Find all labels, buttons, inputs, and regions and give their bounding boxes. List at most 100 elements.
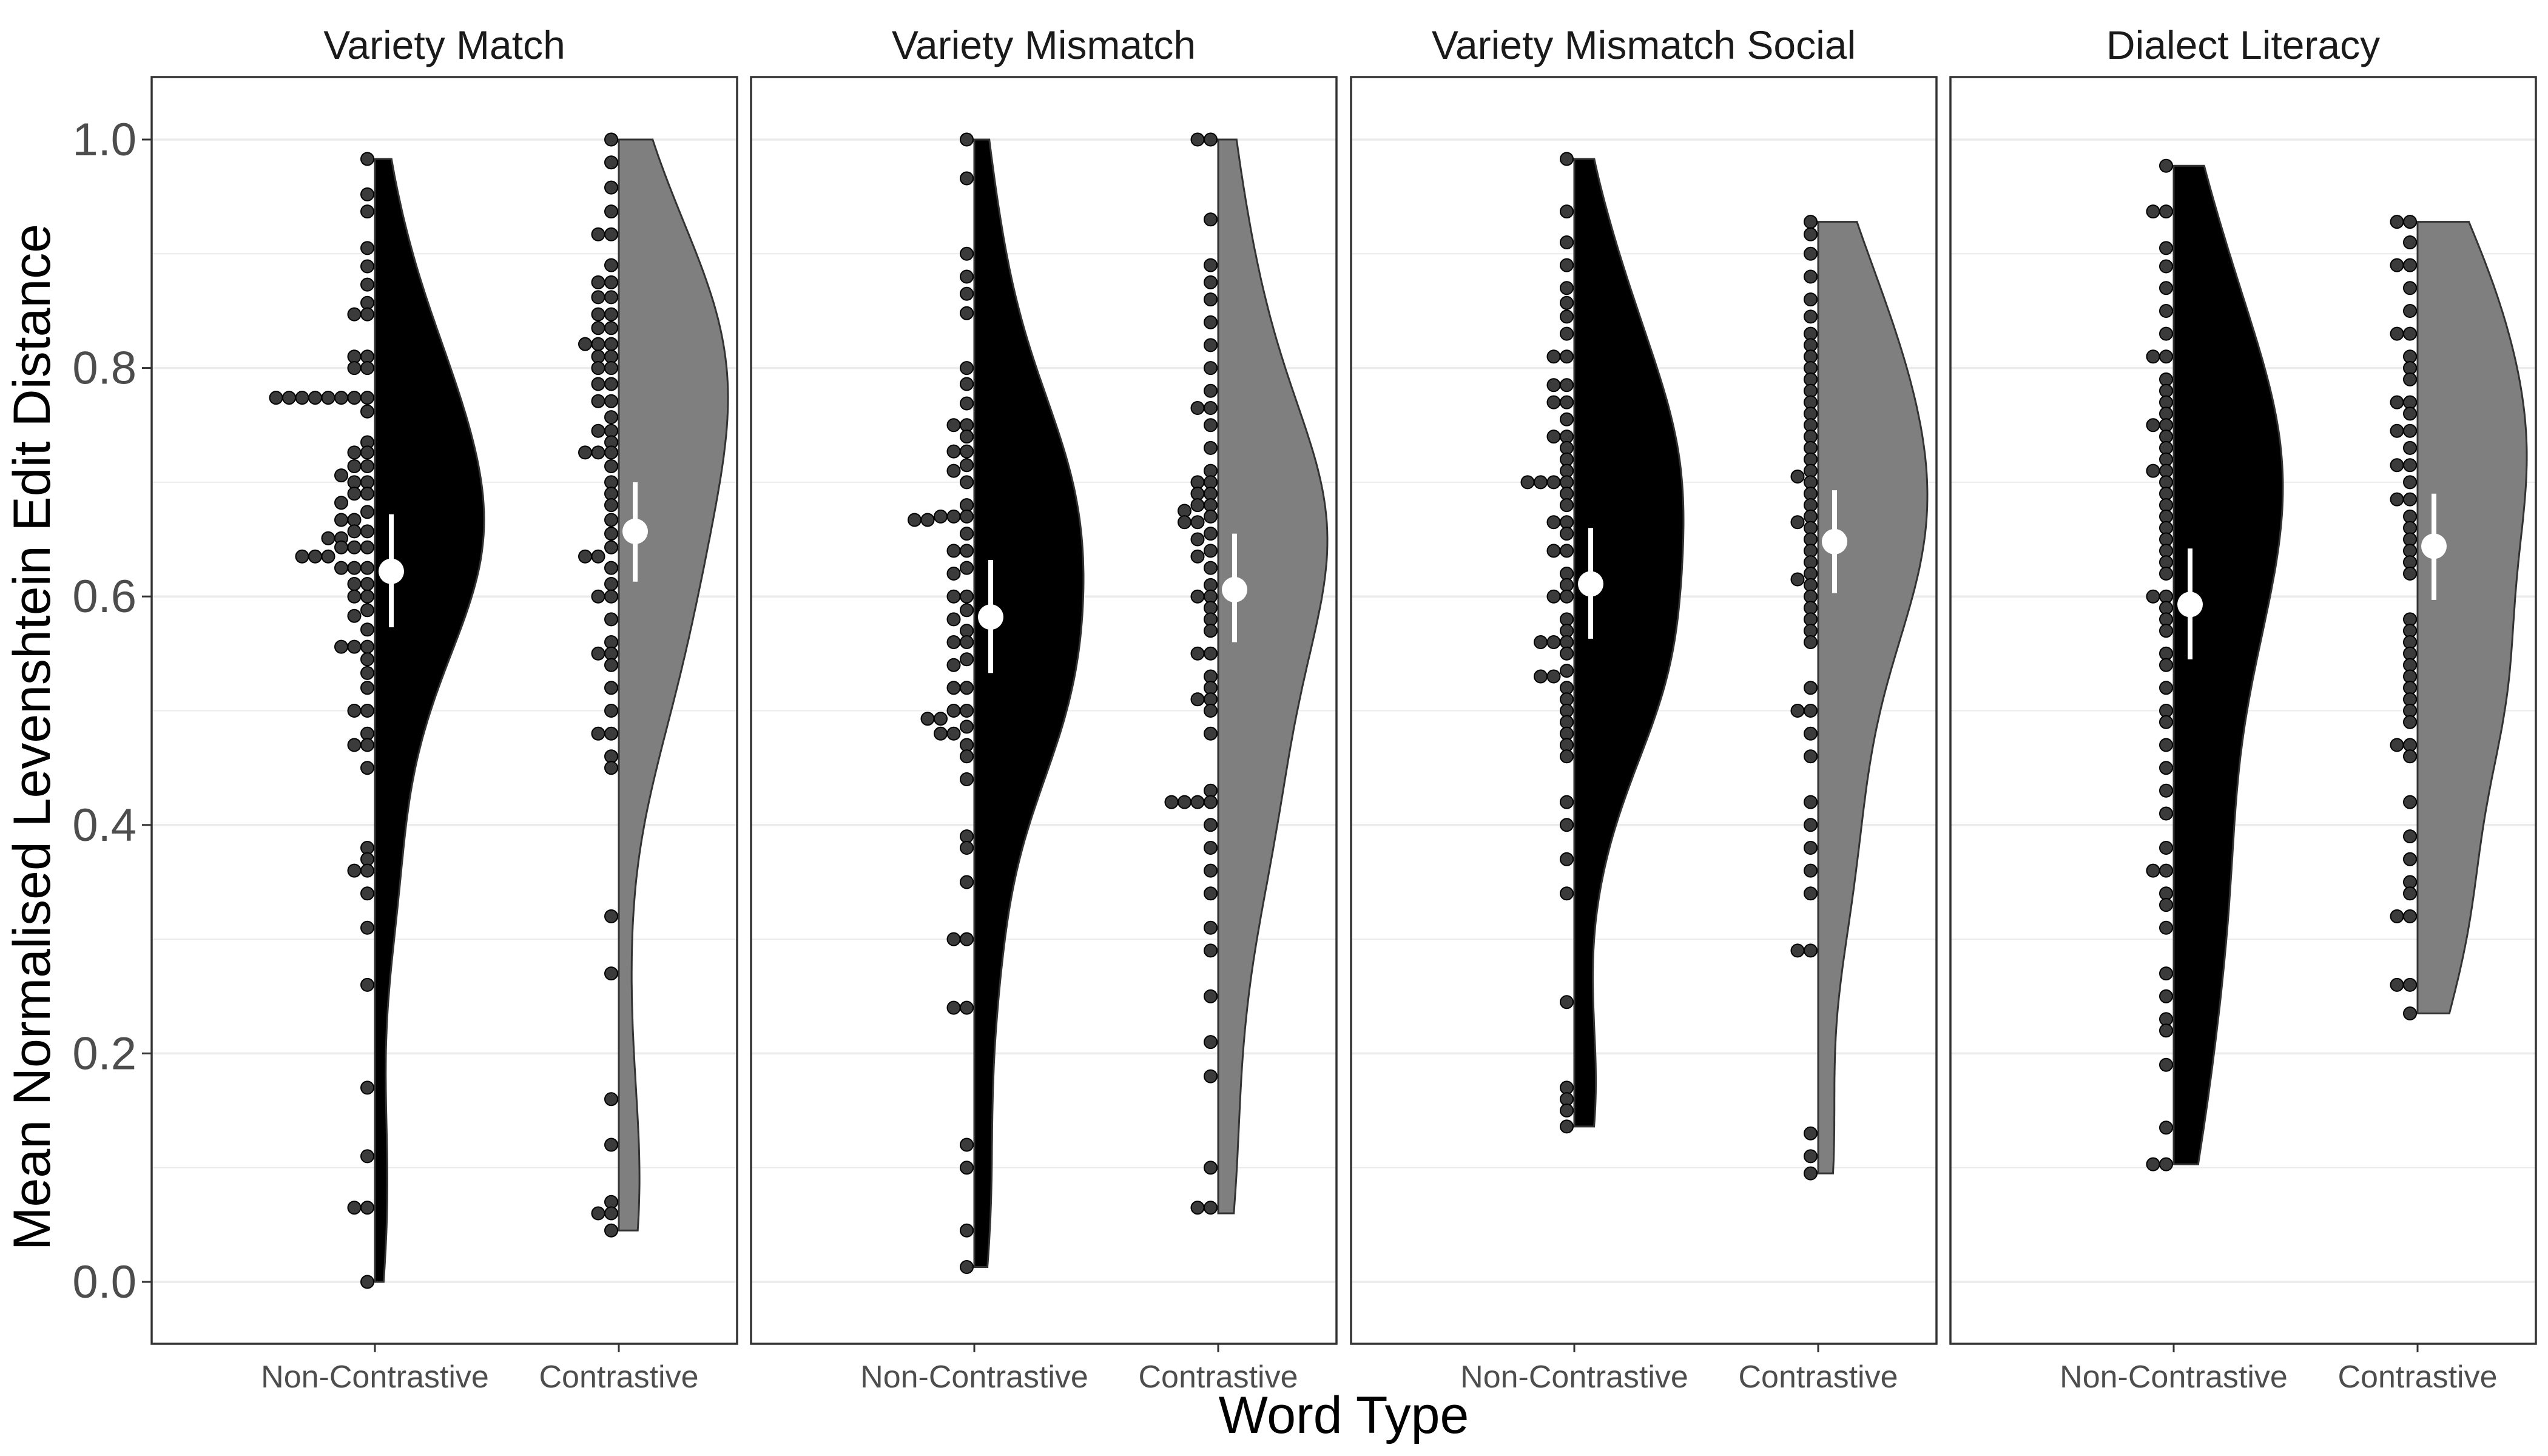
- data-point: [2403, 235, 2417, 249]
- data-point: [1190, 589, 1205, 604]
- data-point: [360, 1149, 374, 1164]
- panel-border: [1350, 76, 1938, 1345]
- data-point: [1190, 795, 1205, 809]
- data-point: [360, 1275, 374, 1289]
- data-point: [604, 459, 618, 473]
- data-point: [1560, 1104, 1574, 1117]
- data-point: [360, 524, 374, 539]
- violin-1: [1817, 221, 1929, 1175]
- data-point: [591, 307, 605, 322]
- data-point: [604, 227, 618, 241]
- data-point: [604, 258, 618, 272]
- data-point: [2159, 806, 2173, 821]
- data-point: [360, 152, 374, 166]
- data-point: [1804, 749, 1818, 764]
- data-point: [1804, 338, 1818, 352]
- data-point: [360, 204, 374, 219]
- data-point: [2403, 281, 2417, 295]
- data-point: [360, 977, 374, 992]
- data-point: [360, 259, 374, 274]
- data-point: [360, 589, 374, 604]
- panel-variety-match: Non-Contrastive Contrastive Variety Match: [150, 22, 738, 1395]
- data-point: [591, 445, 605, 460]
- data-point: [2403, 567, 2417, 581]
- data-point: [1560, 152, 1574, 166]
- data-point: [2159, 158, 2173, 173]
- data-point: [1804, 1126, 1818, 1141]
- data-point: [2159, 646, 2173, 661]
- violin-1: [1217, 138, 1329, 1215]
- data-point: [360, 863, 374, 878]
- data-point: [1190, 1201, 1205, 1215]
- data-point: [578, 445, 592, 460]
- data-point: [2159, 281, 2173, 295]
- data-point: [1204, 795, 1218, 809]
- data-point: [2403, 440, 2417, 455]
- data-point: [604, 681, 618, 695]
- data-point: [269, 391, 283, 405]
- data-point: [1190, 132, 1205, 147]
- data-point: [960, 932, 974, 946]
- data-point: [946, 418, 961, 433]
- panel-variety-mismatch: Non-Contrastive Contrastive Variety Mismat…: [750, 22, 1338, 1395]
- data-point: [1560, 527, 1574, 541]
- data-point: [604, 275, 618, 289]
- data-point: [960, 772, 974, 786]
- data-point: [2159, 761, 2173, 775]
- data-point: [347, 738, 362, 752]
- data-point: [347, 524, 362, 539]
- data-point: [960, 458, 974, 473]
- data-point: [1804, 452, 1818, 467]
- data-point: [2390, 258, 2404, 272]
- data-point: [1204, 258, 1218, 272]
- data-point: [2390, 395, 2404, 410]
- data-point: [1204, 401, 1218, 415]
- data-point: [1204, 487, 1218, 501]
- data-point: [2146, 589, 2160, 604]
- data-point: [960, 829, 974, 844]
- data-point: [946, 658, 961, 672]
- data-point: [604, 577, 618, 591]
- panel-border: [150, 76, 738, 1345]
- data-point: [2159, 204, 2173, 219]
- data-point: [2403, 886, 2417, 901]
- data-point: [2390, 909, 2404, 923]
- data-point: [1546, 635, 1561, 649]
- data-point: [960, 475, 974, 490]
- data-point: [347, 577, 362, 591]
- data-point: [1204, 601, 1218, 615]
- data-point: [1560, 749, 1574, 764]
- data-point: [604, 612, 618, 627]
- data-point: [1560, 681, 1574, 695]
- data-point: [347, 307, 362, 322]
- data-point: [591, 726, 605, 741]
- data-point: [908, 513, 922, 527]
- data-point: [604, 361, 618, 376]
- data-point: [347, 540, 362, 554]
- data-point: [960, 509, 974, 524]
- data-point: [960, 246, 974, 261]
- panel-dialect-literacy: Non-Contrastive Contrastive Dialect Litera…: [1949, 22, 2537, 1395]
- data-point: [347, 487, 362, 501]
- data-point: [347, 459, 362, 473]
- data-point: [1546, 669, 1561, 684]
- data-point: [591, 290, 605, 305]
- data-point: [1164, 795, 1179, 809]
- data-point: [2159, 841, 2173, 855]
- data-point: [1204, 544, 1218, 558]
- data-point: [2403, 977, 2417, 992]
- data-point: [1204, 292, 1218, 307]
- data-point: [960, 1138, 974, 1152]
- data-point: [1204, 863, 1218, 878]
- data-point: [360, 1080, 374, 1095]
- data-point: [1204, 681, 1218, 695]
- x-axis-title: Word Type: [1219, 1386, 1469, 1444]
- data-point: [2146, 349, 2160, 364]
- data-point: [1546, 515, 1561, 530]
- data-point: [960, 652, 974, 667]
- data-point: [604, 1206, 618, 1221]
- data-point: [360, 391, 374, 405]
- data-point: [960, 1223, 974, 1238]
- data-point: [360, 540, 374, 554]
- y-tick-label: 0.8: [72, 343, 136, 394]
